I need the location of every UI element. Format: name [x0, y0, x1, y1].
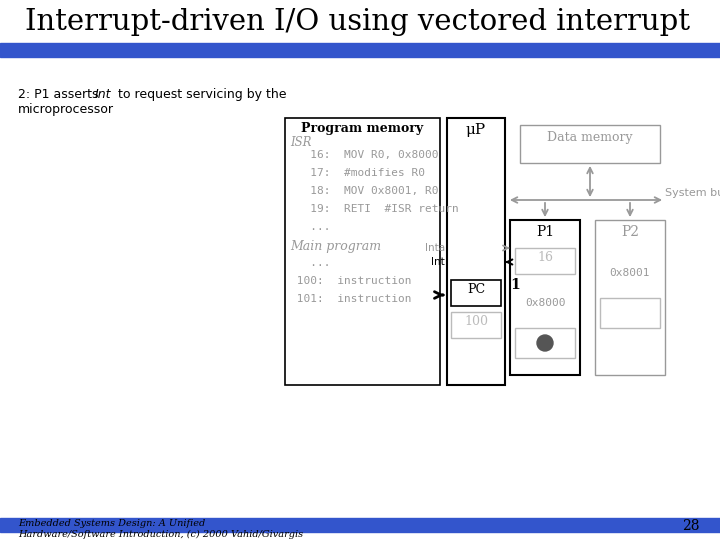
Text: 101:  instruction: 101: instruction	[290, 294, 412, 304]
Text: System bus: System bus	[665, 188, 720, 198]
Bar	[600, 298, 660, 328]
Text: Int: Int	[431, 257, 445, 267]
Text: 2: P1 asserts: 2: P1 asserts	[18, 88, 102, 101]
Text: Interrupt-driven I/O using vectored interrupt: Interrupt-driven I/O using vectored inte…	[25, 8, 690, 36]
Text: μP: μP	[466, 123, 486, 137]
Text: PC: PC	[467, 283, 485, 296]
Text: ...: ...	[290, 222, 330, 232]
Text: Main program: Main program	[290, 240, 381, 253]
Text: 19:  RETI  #ISR return: 19: RETI #ISR return	[290, 204, 459, 214]
Bar	[595, 220, 665, 375]
Bar	[0, 518, 720, 532]
Bar	[451, 312, 501, 338]
Text: to request servicing by the: to request servicing by the	[114, 88, 287, 101]
Text: P2: P2	[621, 225, 639, 239]
Bar	[447, 118, 505, 385]
Circle shape	[537, 335, 553, 351]
Text: microprocessor: microprocessor	[18, 103, 114, 116]
Text: Inta: Inta	[425, 243, 445, 253]
Text: Int: Int	[95, 88, 112, 101]
Text: 28: 28	[683, 519, 700, 533]
Bar	[451, 280, 501, 306]
Bar	[520, 125, 660, 163]
Bar	[515, 248, 575, 274]
Text: Data memory: Data memory	[547, 131, 633, 144]
Bar	[510, 220, 580, 375]
Text: 0x8000: 0x8000	[525, 298, 565, 308]
Text: 16:  MOV R0, 0x8000: 16: MOV R0, 0x8000	[290, 150, 438, 160]
Text: 1: 1	[510, 278, 520, 292]
Text: Embedded Systems Design: A Unified
Hardware/Software Introduction, (c) 2000 Vahi: Embedded Systems Design: A Unified Hardw…	[18, 519, 303, 538]
Bar	[285, 118, 440, 385]
Text: 16: 16	[537, 251, 553, 264]
Bar	[0, 43, 720, 57]
Text: 100: 100	[464, 315, 488, 328]
Text: 17:  #modifies R0: 17: #modifies R0	[290, 168, 425, 178]
Bar	[515, 328, 575, 358]
Text: 100:  instruction: 100: instruction	[290, 276, 412, 286]
Text: 0x8001: 0x8001	[610, 268, 650, 278]
Text: Program memory: Program memory	[302, 122, 423, 135]
Text: ISR: ISR	[290, 136, 312, 149]
Text: P1: P1	[536, 225, 554, 239]
Text: 18:  MOV 0x8001, R0: 18: MOV 0x8001, R0	[290, 186, 438, 196]
Text: ...: ...	[290, 258, 330, 268]
